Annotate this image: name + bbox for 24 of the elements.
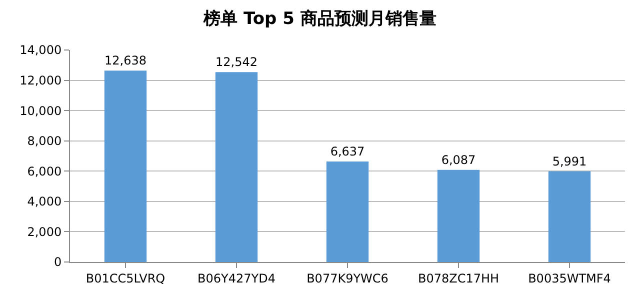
- x-tick-label: B077K9YWC6: [306, 271, 388, 286]
- y-tick-label: 8,000: [27, 134, 62, 148]
- y-tick-label: 6,000: [27, 164, 62, 178]
- x-tick-label: B06Y427YD4: [198, 271, 276, 286]
- bar: [548, 171, 591, 262]
- y-tick-label: 4,000: [27, 194, 62, 209]
- bar: [437, 170, 480, 262]
- y-tick-label: 12,000: [20, 73, 62, 88]
- data-label: 12,638: [104, 54, 146, 68]
- bar: [215, 72, 258, 262]
- data-label: 6,637: [330, 144, 365, 158]
- chart-title: 榜单 Top 5 商品预测月销售量: [202, 8, 436, 29]
- y-tick-label: 2,000: [27, 224, 62, 239]
- x-tick-label: B0035WTMF4: [528, 271, 611, 286]
- bar: [104, 70, 147, 262]
- y-tick-label: 14,000: [20, 43, 62, 58]
- x-tick-label: B078ZC17HH: [418, 271, 500, 286]
- x-tick-label: B01CC5LVRQ: [86, 271, 166, 286]
- y-tick-label: 10,000: [20, 104, 62, 118]
- bar: [326, 162, 369, 262]
- y-tick-label: 0: [54, 255, 62, 270]
- data-label: 12,542: [216, 55, 258, 70]
- data-label: 6,087: [441, 152, 476, 167]
- data-label: 5,991: [552, 154, 587, 168]
